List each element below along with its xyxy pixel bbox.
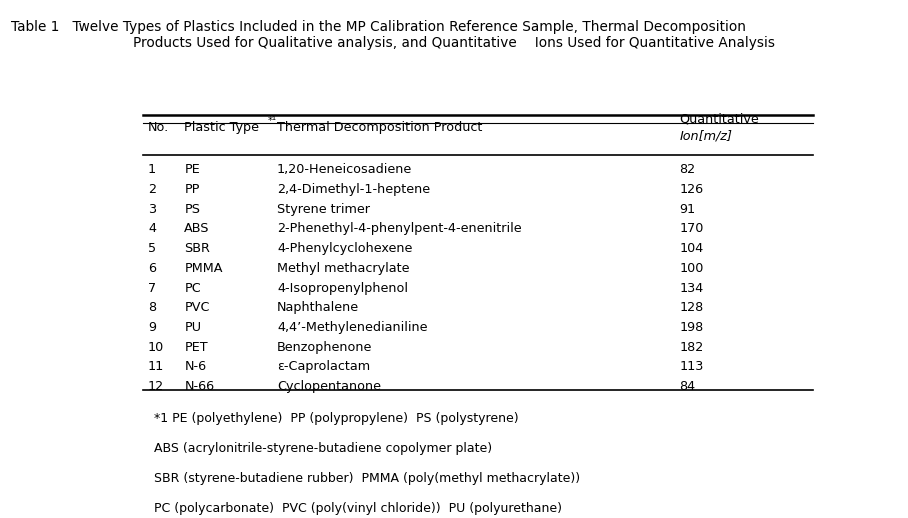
Text: 4-Isopropenylphenol: 4-Isopropenylphenol	[277, 281, 408, 295]
Text: PET: PET	[184, 340, 208, 354]
Text: 2: 2	[148, 183, 156, 196]
Text: Methyl methacrylate: Methyl methacrylate	[277, 262, 410, 275]
Text: SBR (styrene-butadiene rubber)  PMMA (poly(methyl methacrylate)): SBR (styrene-butadiene rubber) PMMA (pol…	[154, 471, 580, 485]
Text: 1: 1	[148, 163, 156, 177]
Text: 82: 82	[679, 163, 696, 177]
Text: 91: 91	[679, 203, 696, 216]
Text: *1 PE (polyethylene)  PP (polypropylene)  PS (polystyrene): *1 PE (polyethylene) PP (polypropylene) …	[154, 411, 519, 425]
Text: 10: 10	[148, 340, 164, 354]
Text: N-66: N-66	[184, 380, 214, 393]
Text: SBR: SBR	[184, 242, 210, 255]
Text: 198: 198	[679, 321, 704, 334]
Text: 100: 100	[679, 262, 704, 275]
Text: N-6: N-6	[184, 360, 206, 373]
Text: Styrene trimer: Styrene trimer	[277, 203, 370, 216]
Text: No.: No.	[148, 121, 169, 134]
Text: PMMA: PMMA	[184, 262, 222, 275]
Text: 182: 182	[679, 340, 704, 354]
Text: 2-Phenethyl-4-phenylpent-4-enenitrile: 2-Phenethyl-4-phenylpent-4-enenitrile	[277, 222, 521, 236]
Text: 5: 5	[148, 242, 156, 255]
Text: *¹: *¹	[268, 116, 277, 126]
Text: 84: 84	[679, 380, 696, 393]
Text: 8: 8	[148, 301, 156, 314]
Text: ε-Caprolactam: ε-Caprolactam	[277, 360, 370, 373]
Text: 6: 6	[148, 262, 156, 275]
Text: 7: 7	[148, 281, 156, 295]
Text: PC: PC	[184, 281, 201, 295]
Text: Ion[m/z]: Ion[m/z]	[679, 130, 732, 143]
Text: 4: 4	[148, 222, 156, 236]
Text: ABS: ABS	[184, 222, 210, 236]
Text: Thermal Decomposition Product: Thermal Decomposition Product	[277, 121, 482, 134]
Text: PS: PS	[184, 203, 201, 216]
Text: 9: 9	[148, 321, 156, 334]
Text: PVC: PVC	[184, 301, 210, 314]
Text: 12: 12	[148, 380, 164, 393]
Text: 113: 113	[679, 360, 704, 373]
Text: 170: 170	[679, 222, 704, 236]
Text: 4,4’-Methylenedianiline: 4,4’-Methylenedianiline	[277, 321, 428, 334]
Text: Products Used for Qualitative analysis, and Quantitative  Ions Used for Quantita: Products Used for Qualitative analysis, …	[133, 36, 775, 50]
Text: 126: 126	[679, 183, 704, 196]
Text: Quantitative: Quantitative	[679, 112, 759, 125]
Text: 3: 3	[148, 203, 156, 216]
Text: 2,4-Dimethyl-1-heptene: 2,4-Dimethyl-1-heptene	[277, 183, 430, 196]
Text: Naphthalene: Naphthalene	[277, 301, 359, 314]
Text: 128: 128	[679, 301, 704, 314]
Text: Cyclopentanone: Cyclopentanone	[277, 380, 381, 393]
Text: Benzophenone: Benzophenone	[277, 340, 372, 354]
Text: ABS (acrylonitrile-styrene-butadiene copolymer plate): ABS (acrylonitrile-styrene-butadiene cop…	[154, 441, 492, 455]
Text: 1,20-Heneicosadiene: 1,20-Heneicosadiene	[277, 163, 412, 177]
Text: Table 1   Twelve Types of Plastics Included in the MP Calibration Reference Samp: Table 1 Twelve Types of Plastics Include…	[11, 20, 745, 34]
Text: Plastic Type: Plastic Type	[184, 121, 260, 134]
Text: PC (polycarbonate)  PVC (poly(vinyl chloride))  PU (polyurethane): PC (polycarbonate) PVC (poly(vinyl chlor…	[154, 501, 562, 515]
Text: PP: PP	[184, 183, 200, 196]
Text: PE: PE	[184, 163, 200, 177]
Text: 104: 104	[679, 242, 704, 255]
Text: 4-Phenylcyclohexene: 4-Phenylcyclohexene	[277, 242, 412, 255]
Text: 11: 11	[148, 360, 164, 373]
Text: PU: PU	[184, 321, 202, 334]
Text: 134: 134	[679, 281, 704, 295]
